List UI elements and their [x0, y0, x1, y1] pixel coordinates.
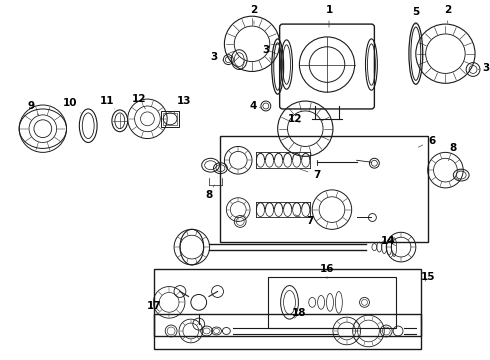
- Text: 15: 15: [420, 272, 435, 282]
- Text: 7: 7: [300, 169, 321, 180]
- Bar: [268, 277, 396, 328]
- Bar: [220, 136, 428, 242]
- Text: 8: 8: [448, 143, 457, 161]
- Text: 12: 12: [288, 114, 303, 124]
- Text: 2: 2: [250, 5, 258, 24]
- Text: 5: 5: [412, 7, 419, 24]
- Text: 9: 9: [27, 101, 39, 116]
- Text: 17: 17: [147, 301, 162, 311]
- Text: 3: 3: [210, 51, 224, 62]
- Text: 12: 12: [132, 94, 147, 109]
- Text: 10: 10: [63, 98, 80, 113]
- Bar: [163, 113, 177, 125]
- Text: 2: 2: [444, 5, 451, 23]
- Text: 3: 3: [478, 63, 489, 72]
- Text: 3: 3: [262, 45, 271, 60]
- Bar: [154, 314, 421, 349]
- Text: 6: 6: [418, 135, 435, 147]
- Text: 1: 1: [325, 5, 333, 27]
- Bar: [154, 269, 421, 336]
- Text: 7: 7: [295, 215, 314, 226]
- Text: 8: 8: [205, 185, 215, 200]
- Bar: [161, 111, 179, 127]
- Text: 14: 14: [381, 236, 396, 246]
- Text: 13: 13: [174, 96, 191, 113]
- Text: 18: 18: [292, 308, 307, 318]
- Text: 4: 4: [249, 101, 261, 111]
- Text: 11: 11: [100, 96, 115, 109]
- Text: 16: 16: [320, 264, 334, 279]
